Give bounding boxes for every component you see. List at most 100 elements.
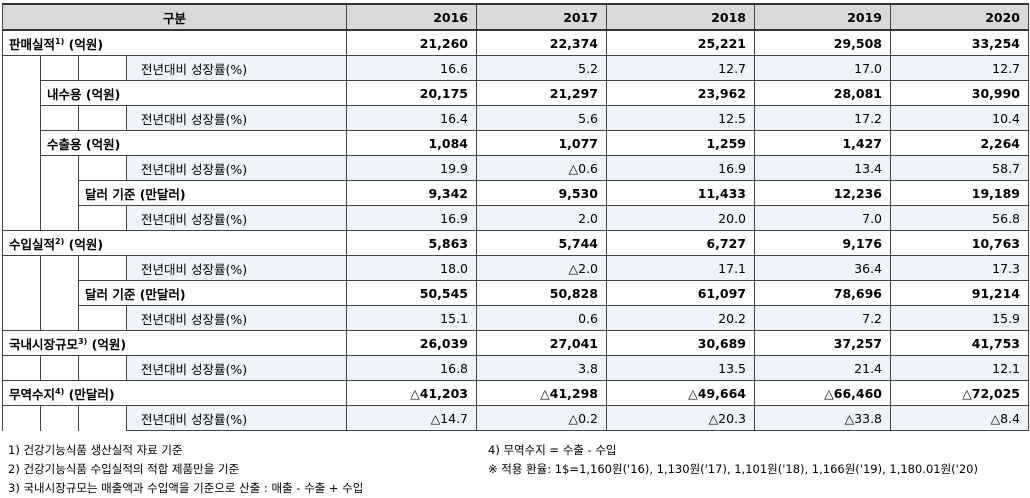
row-label-text: 전년대비 성장률(%) bbox=[141, 361, 248, 377]
table-row: 내수용 (억원) 20,175 21,297 23,962 28,081 30,990 bbox=[2, 80, 1030, 106]
footnote-marker: 2) bbox=[55, 236, 65, 246]
indent-cell bbox=[2, 130, 41, 156]
value-cell: 5.6 bbox=[476, 105, 608, 131]
value-cell: 5,744 bbox=[476, 230, 608, 256]
value-cell: 41,753 bbox=[890, 330, 1030, 356]
value-cell: 78,696 bbox=[754, 280, 892, 306]
indent-cell bbox=[40, 405, 79, 431]
value-cell: 37,257 bbox=[754, 330, 892, 356]
value-cell: 30,990 bbox=[890, 80, 1030, 106]
value-cell: △66,460 bbox=[754, 380, 892, 406]
value-cell: 15.9 bbox=[890, 305, 1030, 331]
value-cell: 12.1 bbox=[890, 355, 1030, 381]
indent-cell bbox=[2, 55, 41, 81]
value-cell: 19,189 bbox=[890, 180, 1030, 206]
growth-row: 전년대비 성장률(%) 16.6 5.2 12.7 17.0 12.7 bbox=[2, 55, 1030, 81]
value-cell: △0.6 bbox=[476, 155, 608, 181]
value-cell: 21.4 bbox=[754, 355, 892, 381]
value-cell: 12,236 bbox=[754, 180, 892, 206]
growth-row: 전년대비 성장률(%) 16.8 3.8 13.5 21.4 12.1 bbox=[2, 355, 1030, 381]
value-cell: 22,374 bbox=[476, 29, 608, 56]
row-label: 전년대비 성장률(%) bbox=[125, 355, 348, 381]
table-row: 판매실적1) (억원) 21,260 22,374 25,221 29,508 33,25… bbox=[1, 29, 1030, 56]
value-cell: 16.6 bbox=[346, 55, 478, 81]
row-label-text: 판매실적 bbox=[9, 36, 56, 52]
value-cell: △41,298 bbox=[476, 380, 608, 406]
footnote-marker: 4) bbox=[55, 386, 65, 396]
row-label: 전년대비 성장률(%) bbox=[125, 205, 348, 231]
row-label-text: 달러 기준 (만달러) bbox=[85, 186, 186, 202]
table-row: 국내시장규모3) (억원) 26,039 27,041 30,689 37,257 41,… bbox=[1, 330, 1030, 356]
value-cell: 13.5 bbox=[606, 355, 756, 381]
row-label: 달러 기준 (만달러) bbox=[77, 280, 348, 306]
value-cell: 16.8 bbox=[346, 355, 478, 381]
footnote: 2) 건강기능식품 수입실적의 적합 제품만을 기준 bbox=[8, 462, 240, 476]
value-cell: 10,763 bbox=[890, 230, 1030, 256]
footnote: 3) 국내시장규모는 매출액과 수입액을 기준으로 산출 : 매출 - 수출 +… bbox=[8, 481, 364, 495]
value-cell: 9,342 bbox=[346, 180, 478, 206]
value-cell: 16.9 bbox=[346, 205, 478, 231]
row-label-text: 전년대비 성장률(%) bbox=[141, 311, 248, 327]
value-cell: 16.4 bbox=[346, 105, 478, 131]
indent-cell bbox=[78, 255, 127, 281]
value-cell: 29,508 bbox=[754, 29, 892, 56]
footnote-marker: 1) bbox=[55, 36, 65, 46]
indent-cell bbox=[40, 355, 79, 381]
row-label: 전년대비 성장률(%) bbox=[125, 55, 348, 81]
row-label-text: 전년대비 성장률(%) bbox=[141, 211, 248, 227]
value-cell: 27,041 bbox=[476, 330, 608, 356]
header-year: 2019 bbox=[754, 3, 892, 31]
value-cell: 3.8 bbox=[476, 355, 608, 381]
value-cell: 7.2 bbox=[754, 305, 892, 331]
row-label-text: 전년대비 성장률(%) bbox=[141, 111, 248, 127]
value-cell: 17.1 bbox=[606, 255, 756, 281]
header-year: 2018 bbox=[606, 3, 756, 31]
value-cell: 25,221 bbox=[606, 29, 756, 56]
value-cell: 1,259 bbox=[606, 130, 756, 156]
value-cell: 26,039 bbox=[346, 330, 478, 356]
indent-cell bbox=[2, 80, 41, 106]
value-cell: 21,260 bbox=[346, 29, 478, 56]
indent-cell bbox=[2, 105, 41, 131]
growth-row: 전년대비 성장률(%) 18.0 △2.0 17.1 36.4 17.3 bbox=[2, 255, 1030, 281]
value-cell: 5.2 bbox=[476, 55, 608, 81]
row-unit: (만달러) bbox=[64, 386, 115, 402]
row-label: 전년대비 성장률(%) bbox=[125, 405, 348, 431]
value-cell: 23,962 bbox=[606, 80, 756, 106]
indent-cell bbox=[40, 155, 79, 181]
value-cell: 61,097 bbox=[606, 280, 756, 306]
growth-row: 전년대비 성장률(%) 16.9 2.0 20.0 7.0 56.8 bbox=[2, 205, 1030, 231]
value-cell: 0.6 bbox=[476, 305, 608, 331]
indent-cell bbox=[78, 355, 127, 381]
row-label-text: 전년대비 성장률(%) bbox=[141, 161, 248, 177]
header-row: 구분 2016 2017 2018 2019 2020 bbox=[1, 3, 1030, 31]
table-row: 수출용 (억원) 1,084 1,077 1,259 1,427 2,264 bbox=[2, 130, 1030, 156]
row-label: 전년대비 성장률(%) bbox=[125, 155, 348, 181]
indent-cell bbox=[40, 205, 79, 231]
footnote-marker: 3) bbox=[78, 336, 88, 346]
value-cell: 9,530 bbox=[476, 180, 608, 206]
value-cell: 12.5 bbox=[606, 105, 756, 131]
value-cell: 2.0 bbox=[476, 205, 608, 231]
indent-cell bbox=[2, 180, 41, 206]
table-row: 수입실적2) (억원) 5,863 5,744 6,727 9,176 10,763 bbox=[1, 230, 1030, 256]
value-cell: 20.0 bbox=[606, 205, 756, 231]
value-cell: 9,176 bbox=[754, 230, 892, 256]
indent-cell bbox=[2, 355, 41, 381]
value-cell: 7.0 bbox=[754, 205, 892, 231]
indent-cell bbox=[78, 205, 127, 231]
value-cell: 13.4 bbox=[754, 155, 892, 181]
row-label: 달러 기준 (만달러) bbox=[77, 180, 348, 206]
value-cell: 33,254 bbox=[890, 29, 1030, 56]
value-cell: 17.3 bbox=[890, 255, 1030, 281]
footnote: ※ 적용 환율: 1$=1,160원('16), 1,130원('17), 1,… bbox=[488, 462, 978, 476]
value-cell: △41,203 bbox=[346, 380, 478, 406]
value-cell: △49,664 bbox=[606, 380, 756, 406]
indent-cell bbox=[2, 205, 41, 231]
indent-cell bbox=[40, 180, 79, 206]
header-category: 구분 bbox=[1, 3, 348, 31]
growth-row: 전년대비 성장률(%) 15.1 0.6 20.2 7.2 15.9 bbox=[2, 305, 1030, 331]
value-cell: 15.1 bbox=[346, 305, 478, 331]
row-label: 판매실적1) (억원) bbox=[1, 29, 348, 56]
footnote: 1) 건강기능식품 생산실적 자료 기준 bbox=[8, 443, 183, 457]
